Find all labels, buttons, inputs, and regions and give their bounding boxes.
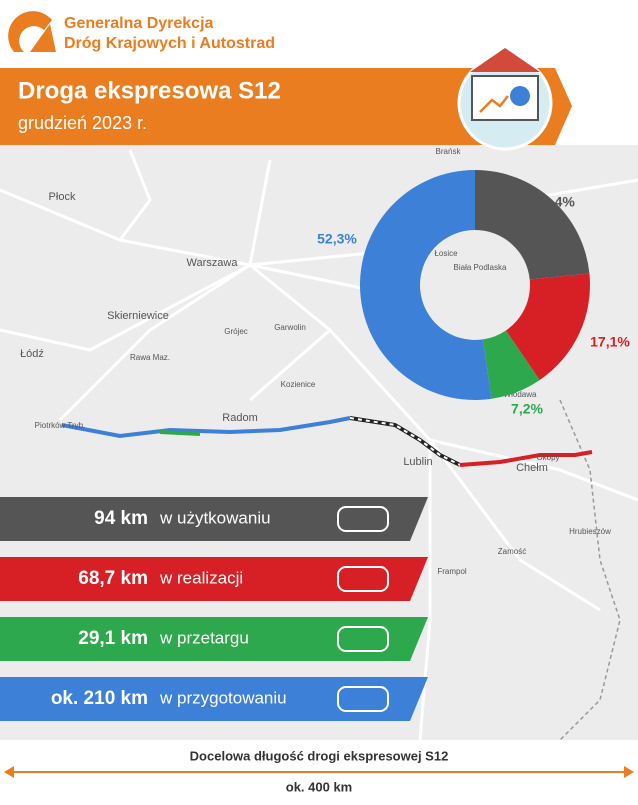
map-label: Lublin (403, 456, 432, 468)
value-label: 7,2% (511, 401, 543, 417)
status-length: ok. 210 km (51, 688, 148, 709)
map-label: Zamość (498, 547, 526, 556)
map-label: Grójec (224, 327, 248, 336)
map-label: Biała Podlaska (454, 263, 507, 272)
status-length: 68,7 km (78, 568, 148, 589)
route-planned (61, 416, 351, 439)
donut-chart: 23,4% 17,1% 7,2% 52,3% (317, 170, 630, 417)
map-roads (0, 149, 638, 741)
status-icon (337, 566, 389, 592)
map-label: Włodawa (504, 390, 537, 399)
map-label: Okopy (536, 453, 559, 462)
donut-slice (359, 170, 492, 401)
map-label: Brańsk (436, 147, 462, 156)
map-label: Radom (222, 412, 257, 424)
border (559, 399, 621, 741)
value-label: 52,3% (317, 231, 357, 247)
footer-total: ok. 400 km (286, 779, 353, 794)
status-bar (0, 497, 428, 541)
logo (8, 11, 56, 52)
map-label: Frampol (437, 567, 467, 576)
map-label: Kozienice (281, 380, 316, 389)
status-bar (0, 677, 428, 721)
status-label: w przygotowaniu (159, 688, 287, 707)
logo-road (30, 24, 56, 52)
map-label: Skierniewice (107, 310, 169, 322)
map-label: Garwolin (274, 323, 306, 332)
status-length: 29,1 km (78, 628, 148, 649)
status-icon (337, 626, 389, 652)
footer-caption: Docelowa długość drogi ekspresowej S12 (190, 748, 449, 763)
org-name: Generalna Dyrekcja (64, 15, 214, 32)
map-label: Płock (49, 191, 76, 203)
status-icon (337, 506, 389, 532)
map-label: Łódź (20, 348, 44, 360)
status-icon (337, 686, 389, 712)
status-bar (0, 557, 428, 601)
map-label: Chełm (516, 462, 548, 474)
org-name: Dróg Krajowych i Autostrad (64, 35, 275, 52)
subtitle: grudzień 2023 r. (18, 113, 147, 133)
icon-line (479, 95, 509, 113)
status-label: w realizacji (159, 568, 243, 587)
status-bar (0, 617, 428, 661)
icon-roof (470, 48, 540, 72)
presentation-icon (457, 48, 553, 151)
status-length: 94 km (94, 508, 148, 529)
map-label: Rawa Maz. (130, 353, 170, 362)
map-label: Piotrków Tryb. (35, 421, 86, 430)
title: Droga ekspresowa S12 (18, 77, 281, 104)
map-labels: Płock Warszawa Łódź Skierniewice Radom Lublin… (20, 147, 611, 576)
logo-arc (8, 11, 52, 52)
title-banner (0, 68, 572, 145)
donut-slice (482, 330, 540, 399)
donut-slice (505, 273, 590, 381)
donut-slice (475, 170, 590, 280)
route-built-dash (349, 417, 461, 466)
status-label: w przetargu (159, 628, 249, 647)
map-label: Warszawa (187, 257, 239, 269)
status-bars: 94 km w użytkowaniu 68,7 km w realizacji 29,… (0, 497, 428, 721)
route-construction (459, 450, 593, 467)
icon-pie (510, 86, 530, 106)
map-label: Hrubieszów (569, 527, 611, 536)
value-label: 17,1% (590, 334, 630, 350)
route-tender (159, 430, 201, 436)
map-label: Łosice (434, 249, 458, 258)
status-label: w użytkowaniu (159, 508, 271, 527)
value-label: 23,4% (535, 194, 575, 210)
